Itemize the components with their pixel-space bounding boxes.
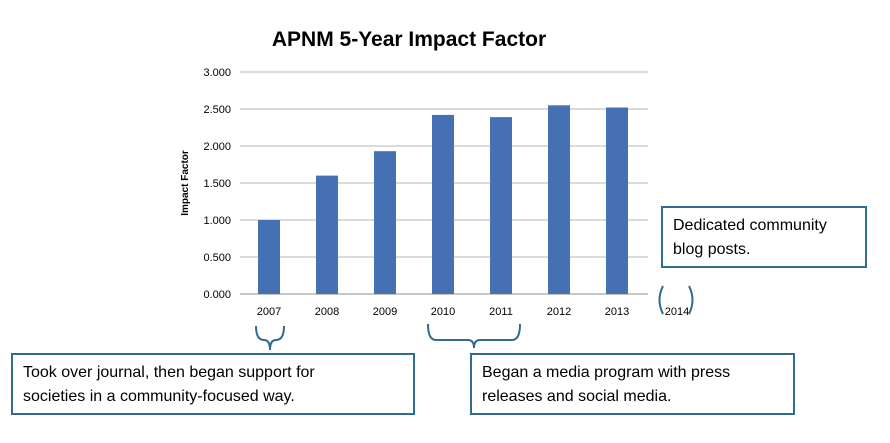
y-axis-label: Impact Factor: [180, 150, 191, 216]
callout-2014-blog-posts: Dedicated community blog posts.: [661, 206, 867, 268]
y-tick-label: 2.500: [203, 104, 231, 116]
x-tick-label: 2012: [547, 306, 571, 318]
callout-2007-took-over-journal: Took over journal, then began support fo…: [11, 353, 415, 415]
bracket-2007: [255, 325, 285, 351]
callout-text-line: Took over journal, then began support fo…: [23, 364, 315, 381]
x-tick-label: 2010: [431, 306, 455, 318]
bracket-2014-right: [688, 285, 694, 315]
y-tick-label: 3.000: [203, 67, 231, 79]
bar: [606, 107, 628, 295]
x-tick-label-2014: 2014: [665, 306, 689, 318]
bracket-2010-2011: [427, 323, 521, 349]
callout-text-line: societies in a community-focused way.: [23, 388, 295, 405]
bracket-2014-left: [658, 285, 664, 315]
bar: [432, 114, 454, 294]
y-tick-label: 2.000: [203, 141, 231, 153]
bar: [490, 117, 512, 294]
y-tick-label: 0.000: [203, 289, 231, 301]
callout-text-line: blog posts.: [673, 241, 751, 258]
bar: [374, 151, 396, 294]
x-tick-label: 2009: [373, 306, 397, 318]
y-tick-label: 1.000: [203, 215, 231, 227]
x-tick-label: 2007: [257, 306, 281, 318]
bar: [316, 175, 338, 294]
y-tick-label: 1.500: [203, 178, 231, 190]
callout-2010-media-program: Began a media program with press release…: [470, 353, 795, 415]
x-tick-label: 2013: [605, 306, 629, 318]
x-tick-label: 2011: [489, 306, 513, 318]
x-tick-label: 2008: [315, 306, 339, 318]
chart-title: APNM 5-Year Impact Factor: [272, 28, 546, 51]
y-tick-label: 0.500: [203, 252, 231, 264]
callout-text-line: Dedicated community: [673, 217, 827, 234]
callout-text-line: releases and social media.: [482, 388, 672, 405]
bar: [258, 220, 280, 294]
bar: [548, 105, 570, 294]
callout-text-line: Began a media program with press: [482, 364, 731, 381]
